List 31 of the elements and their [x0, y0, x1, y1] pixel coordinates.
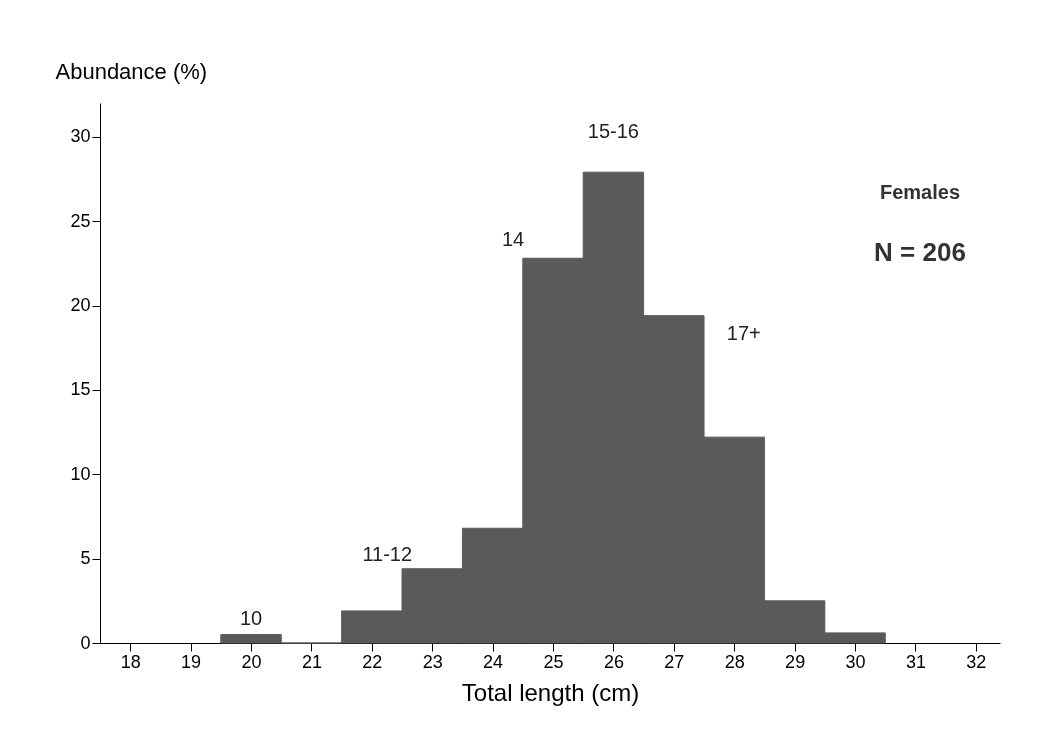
x-tick-label: 30 — [845, 651, 866, 672]
y-tick-label: 25 — [70, 210, 91, 231]
y-tick-label: 15 — [70, 379, 91, 400]
y-tick-label: 5 — [80, 548, 91, 569]
x-tick-label: 32 — [966, 651, 987, 672]
x-axis-title: Total length (cm) — [461, 678, 640, 706]
x-tick-label: 24 — [483, 651, 504, 672]
x-tick-label: 21 — [301, 651, 322, 672]
y-tick-label: 20 — [70, 295, 91, 315]
x-tick-label: 29 — [785, 651, 806, 672]
x-tick-label: 23 — [422, 651, 443, 672]
annotation: N = 206 — [874, 237, 966, 267]
annotation: Females — [879, 181, 961, 203]
annotation: 14 — [501, 228, 525, 251]
x-tick-label: 18 — [120, 651, 141, 672]
y-tick-label: 10 — [70, 463, 91, 484]
x-tick-label: 25 — [543, 651, 564, 672]
annotation: 17+ — [726, 321, 761, 344]
annotation: 10 — [239, 606, 263, 629]
x-tick-label: 27 — [664, 651, 685, 672]
x-tick-label: 31 — [905, 651, 926, 672]
x-tick-label: 28 — [724, 651, 745, 672]
annotation: 15-16 — [587, 120, 639, 143]
y-tick-label: 30 — [70, 126, 91, 147]
x-tick-label: 26 — [603, 651, 624, 672]
y-axis-title: Abundance (%) — [55, 58, 208, 84]
x-tick-label: 20 — [241, 651, 262, 672]
annotation: 11-12 — [362, 542, 413, 565]
x-tick-label: 19 — [181, 651, 202, 672]
y-tick-label: 0 — [80, 632, 91, 653]
x-tick-label: 22 — [362, 651, 383, 672]
